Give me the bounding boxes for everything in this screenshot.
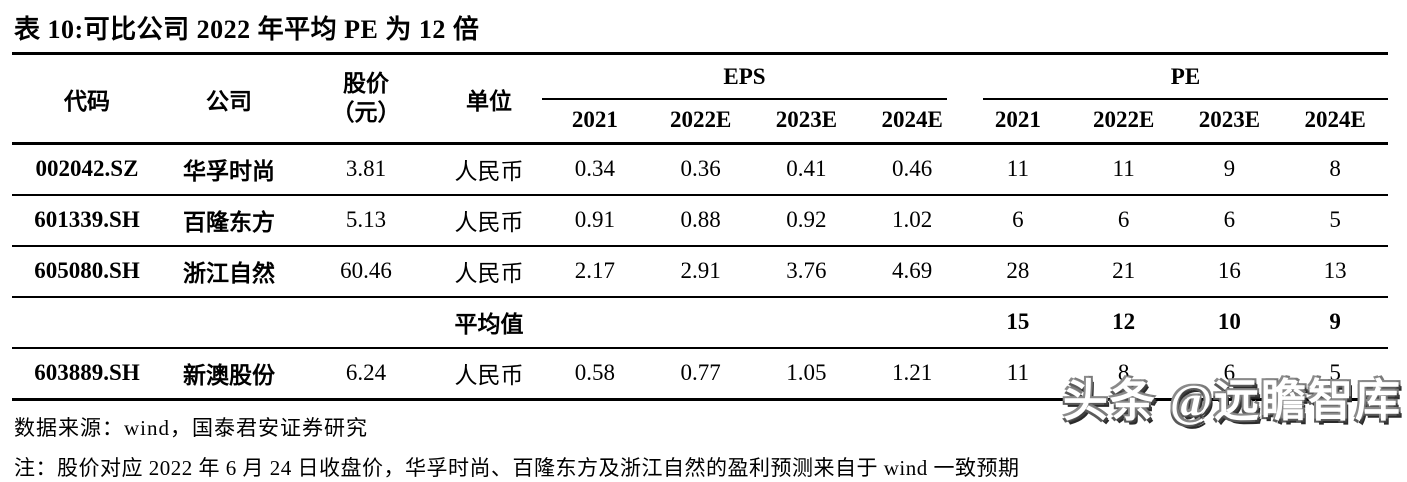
header-price-line2: （元） [331,99,401,125]
cell-pe-2021: 11 [965,143,1071,196]
cell-code: 002042.SZ [12,143,162,196]
cell-eps-2022e: 0.77 [647,348,754,401]
cell-code: 605080.SH [12,246,162,298]
header-eps-2024e: 2024E [859,100,965,145]
cell-pe-2021: 11 [965,348,1071,401]
cell-empty [859,297,965,349]
cell-eps-2021: 0.34 [542,143,648,196]
cell-price: 3.81 [296,143,436,196]
header-price: 股价 （元） [296,55,436,145]
cell-pe-2024e: 13 [1282,246,1388,298]
cell-company: 新澳股份 [162,348,296,401]
table-header: 代码 公司 股价 （元） 单位 EPS PE 2021 2022E [12,55,1388,145]
cell-pe-2024e: 8 [1282,143,1388,196]
cell-empty [542,297,648,349]
cell-avg-pe-2022e: 12 [1070,297,1177,349]
header-eps-2021: 2021 [542,100,648,145]
header-eps-group: EPS [542,55,965,100]
header-code: 代码 [12,55,162,145]
cell-pe-2024e: 5 [1282,348,1388,401]
cell-eps-2022e: 0.88 [647,195,754,247]
cell-pe-2022e: 8 [1070,348,1177,401]
cell-pe-2022e: 11 [1070,143,1177,196]
cell-empty [12,297,162,349]
header-eps-2022e: 2022E [647,100,754,145]
cell-eps-2024e: 1.21 [859,348,965,401]
cell-price: 5.13 [296,195,436,247]
cell-code: 601339.SH [12,195,162,247]
cell-empty [647,297,754,349]
cell-eps-2023e: 0.92 [753,195,860,247]
cell-eps-2024e: 0.46 [859,143,965,196]
header-pe-2023e: 2023E [1176,100,1283,145]
cell-avg-pe-2024e: 9 [1282,297,1388,349]
cell-company: 百隆东方 [162,195,296,247]
cell-eps-2023e: 1.05 [753,348,860,401]
cell-code: 603889.SH [12,348,162,401]
report-page: 表 10:可比公司 2022 年平均 PE 为 12 倍 代码 公司 股价 （元… [12,15,1402,480]
header-pe-2021: 2021 [965,100,1071,145]
header-eps-2023e: 2023E [753,100,860,145]
table-row-bailong: 601339.SH 百隆东方 5.13 人民币 0.91 0.88 0.92 1… [12,195,1388,247]
cell-pe-2021: 6 [965,195,1071,247]
cell-eps-2022e: 2.91 [647,246,754,298]
table-row-zhejiang: 605080.SH 浙江自然 60.46 人民币 2.17 2.91 3.76 … [12,246,1388,298]
cell-empty [753,297,860,349]
cell-eps-2023e: 3.76 [753,246,860,298]
cell-eps-2024e: 1.02 [859,195,965,247]
cell-unit: 人民币 [436,143,542,196]
cell-eps-2023e: 0.41 [753,143,860,196]
cell-price: 60.46 [296,246,436,298]
cell-empty [162,297,296,349]
header-unit: 单位 [436,55,542,145]
table-title: 表 10:可比公司 2022 年平均 PE 为 12 倍 [14,15,480,44]
header-pe-2022e: 2022E [1070,100,1177,145]
cell-pe-2023e: 6 [1176,348,1283,401]
header-pe-group: PE [965,55,1388,100]
cell-pe-2023e: 6 [1176,195,1283,247]
header-pe-group-label: PE [983,55,1388,100]
cell-pe-2024e: 5 [1282,195,1388,247]
cell-unit: 人民币 [436,348,542,401]
cell-pe-2023e: 16 [1176,246,1283,298]
cell-eps-2021: 0.58 [542,348,648,401]
cell-empty [296,297,436,349]
cell-eps-2022e: 0.36 [647,143,754,196]
header-eps-group-label: EPS [542,55,947,100]
cell-avg-pe-2023e: 10 [1176,297,1283,349]
cell-eps-2024e: 4.69 [859,246,965,298]
cell-avg-pe-2021: 15 [965,297,1071,349]
cell-eps-2021: 0.91 [542,195,648,247]
header-company: 公司 [162,55,296,145]
cell-pe-2022e: 6 [1070,195,1177,247]
cell-company: 华孚时尚 [162,143,296,196]
cell-eps-2021: 2.17 [542,246,648,298]
watermark-toutiao-yuanzhan: 头条 @远瞻智库 [1062,376,1402,426]
comparable-companies-table: 代码 公司 股价 （元） 单位 EPS PE 2021 2022E [12,55,1388,401]
table-row-average: 平均值 15 12 10 9 [12,297,1388,349]
table-row-xinao: 603889.SH 新澳股份 6.24 人民币 0.58 0.77 1.05 1… [12,348,1388,401]
footnote: 注：股价对应 2022 年 6 月 24 日收盘价，华孚时尚、百隆东方及浙江自然… [14,456,1020,480]
title-rule [12,52,1388,55]
header-pe-2024e: 2024E [1282,100,1388,145]
cell-average-label: 平均值 [436,297,542,349]
table-row-huafu: 002042.SZ 华孚时尚 3.81 人民币 0.34 0.36 0.41 0… [12,143,1388,196]
cell-pe-2022e: 21 [1070,246,1177,298]
header-group-row: 代码 公司 股价 （元） 单位 EPS PE [12,55,1388,145]
header-years-row: 2021 2022E 2023E 2024E 2021 2022E 2023E … [12,100,1388,145]
cell-price: 6.24 [296,348,436,401]
header-price-line1: 股价 [343,70,389,96]
cell-company: 浙江自然 [162,246,296,298]
cell-unit: 人民币 [436,195,542,247]
cell-pe-2023e: 9 [1176,143,1283,196]
cell-unit: 人民币 [436,246,542,298]
cell-pe-2021: 28 [965,246,1071,298]
